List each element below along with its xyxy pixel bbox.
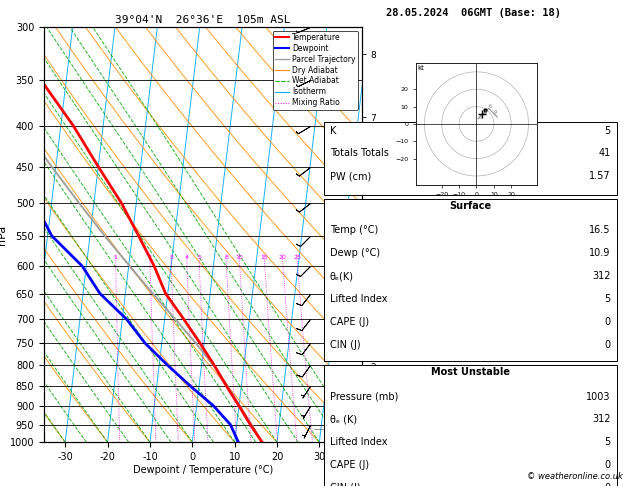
Text: CIN (J): CIN (J) [330,340,360,349]
Text: 0: 0 [604,483,611,486]
Text: 1003: 1003 [586,392,611,401]
Text: 5: 5 [604,125,611,136]
Text: K: K [330,125,337,136]
Text: 5: 5 [197,255,201,260]
Text: Pressure (mb): Pressure (mb) [330,392,398,401]
Text: 41: 41 [599,149,611,158]
Text: PW (cm): PW (cm) [330,172,371,181]
Text: 5: 5 [604,437,611,447]
Text: 312: 312 [593,415,611,424]
Text: 3: 3 [484,109,487,115]
Text: CAPE (J): CAPE (J) [330,317,369,327]
Text: Temp (°C): Temp (°C) [330,226,378,235]
Y-axis label: km
ASL: km ASL [385,225,401,244]
Text: 0: 0 [604,317,611,327]
Text: 15: 15 [260,255,268,260]
Text: 2: 2 [148,255,152,260]
FancyBboxPatch shape [324,199,617,361]
FancyBboxPatch shape [324,122,617,195]
Text: 3: 3 [169,255,173,260]
Text: 16.5: 16.5 [589,226,611,235]
Text: 0: 0 [604,340,611,349]
Text: 6: 6 [489,104,492,109]
Text: 4: 4 [185,255,189,260]
Text: 1: 1 [114,255,118,260]
Text: 5: 5 [604,294,611,304]
Text: 312: 312 [593,271,611,281]
X-axis label: Dewpoint / Temperature (°C): Dewpoint / Temperature (°C) [133,465,273,475]
Text: 0: 0 [604,460,611,470]
Text: CIN (J): CIN (J) [330,483,360,486]
Text: Most Unstable: Most Unstable [431,367,510,378]
Text: 10.9: 10.9 [589,248,611,258]
Text: 25: 25 [293,255,301,260]
Text: Surface: Surface [449,201,491,211]
Text: 10: 10 [235,255,243,260]
Text: Totals Totals: Totals Totals [330,149,389,158]
Text: 9: 9 [494,109,497,115]
FancyBboxPatch shape [324,365,617,486]
Text: 20: 20 [279,255,287,260]
Text: 1.57: 1.57 [589,172,611,181]
Title: 39°04'N  26°36'E  105m ASL: 39°04'N 26°36'E 105m ASL [115,15,291,25]
Text: 8: 8 [224,255,228,260]
Text: kt: kt [418,65,425,71]
Text: LCL: LCL [365,425,380,434]
Text: CAPE (J): CAPE (J) [330,460,369,470]
Text: Lifted Index: Lifted Index [330,437,387,447]
Text: 28.05.2024  06GMT (Base: 18): 28.05.2024 06GMT (Base: 18) [386,8,561,18]
Text: θₑ(K): θₑ(K) [330,271,354,281]
Text: Lifted Index: Lifted Index [330,294,387,304]
Legend: Temperature, Dewpoint, Parcel Trajectory, Dry Adiabat, Wet Adiabat, Isotherm, Mi: Temperature, Dewpoint, Parcel Trajectory… [273,31,358,109]
Text: © weatheronline.co.uk: © weatheronline.co.uk [527,472,623,481]
Text: 0: 0 [478,115,481,120]
Y-axis label: hPa: hPa [0,225,7,244]
Text: Dewp (°C): Dewp (°C) [330,248,380,258]
Text: θₑ (K): θₑ (K) [330,415,357,424]
